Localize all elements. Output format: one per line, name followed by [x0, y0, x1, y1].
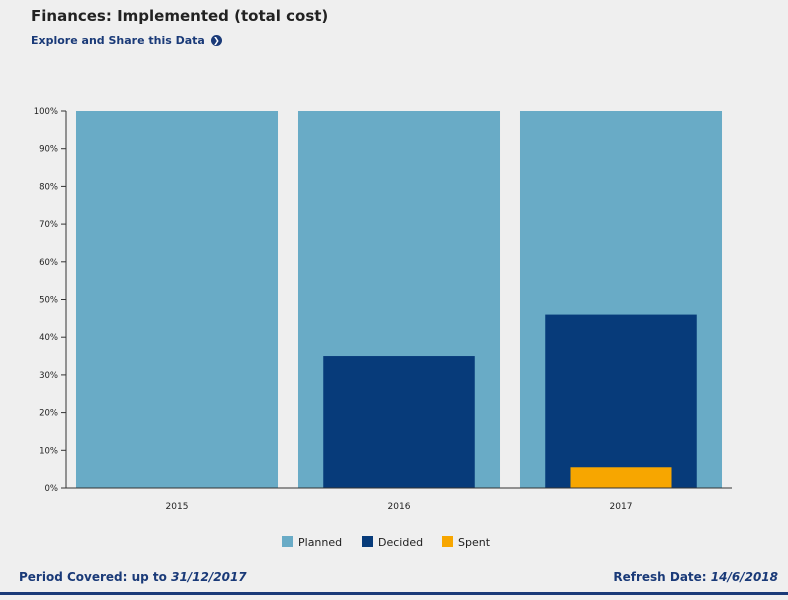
- refresh-date-label: Refresh Date:: [613, 570, 711, 584]
- y-tick-label: 70%: [39, 220, 58, 230]
- period-covered-value: 31/12/2017: [171, 570, 247, 584]
- y-tick-label: 0%: [45, 484, 59, 494]
- bar-planned-2015: [75, 111, 279, 488]
- y-tick-label: 80%: [39, 182, 58, 192]
- y-tick-label: 40%: [39, 333, 58, 343]
- explore-share-label: Explore and Share this Data: [31, 34, 205, 47]
- footer-divider: [0, 592, 788, 595]
- x-tick-label-2016: 2016: [388, 502, 411, 512]
- chart-title: Finances: Implemented (total cost): [31, 7, 329, 25]
- y-tick-label: 100%: [34, 107, 58, 117]
- x-tick-label-2015: 2015: [166, 502, 189, 512]
- arrow-right-circle-icon: ❯: [210, 34, 222, 46]
- bar-decided-2016: [323, 356, 475, 488]
- legend-label-planned: Planned: [298, 536, 342, 549]
- y-tick-label: 10%: [39, 446, 58, 456]
- legend-swatch-planned: [282, 536, 293, 547]
- period-covered: Period Covered: up to 31/12/2017: [19, 570, 247, 584]
- bar-chart: 0% 10% 20% 30% 40% 50% 60% 70% 80% 90% 100% 2015 201…: [34, 107, 732, 549]
- refresh-date: Refresh Date: 14/6/2018: [613, 570, 778, 584]
- y-tick-label: 60%: [39, 258, 58, 268]
- legend-swatch-decided: [362, 536, 373, 547]
- explore-share-link[interactable]: Explore and Share this Data ❯: [31, 34, 222, 47]
- y-tick-label: 90%: [39, 145, 58, 155]
- legend-label-decided: Decided: [378, 536, 423, 549]
- bar-decided-2017: [545, 314, 697, 488]
- x-tick-label-2017: 2017: [610, 502, 633, 512]
- y-tick-label: 30%: [39, 371, 58, 381]
- refresh-date-value: 14/6/2018: [710, 570, 778, 584]
- legend-swatch-spent: [442, 536, 453, 547]
- period-covered-label: Period Covered: up to: [19, 570, 172, 584]
- legend-label-spent: Spent: [458, 536, 491, 549]
- y-tick-label: 20%: [39, 409, 58, 419]
- bar-spent-2017: [570, 467, 672, 488]
- y-tick-label: 50%: [39, 296, 58, 306]
